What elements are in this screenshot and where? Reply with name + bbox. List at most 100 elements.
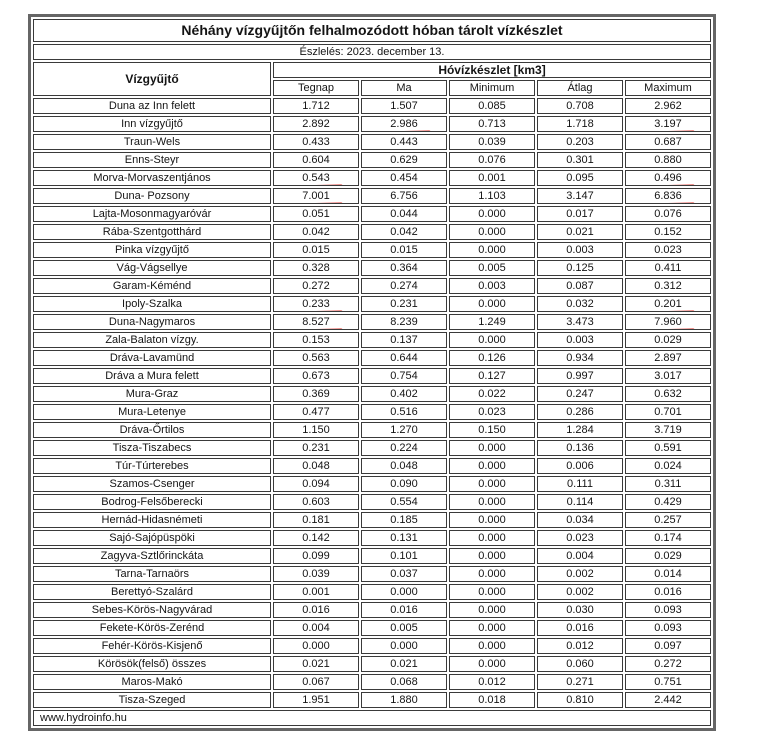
value-cell: 0.369 (273, 386, 359, 402)
value-cell: 0.810 (537, 692, 623, 708)
value-text: 0.751 (654, 676, 682, 688)
value-text: 0.000 (478, 478, 506, 490)
value-text: 0.644 (390, 352, 418, 364)
value-text: 0.000 (302, 640, 330, 652)
value-cell: 0.021 (361, 656, 447, 672)
red-underline-annotation (641, 130, 695, 131)
catchment-name-cell: Rába-Szentgotthárd (33, 224, 271, 240)
value-text: 1.718 (566, 118, 594, 130)
value-cell: 0.003 (537, 242, 623, 258)
table-row: Mura-Letenye 0.477 0.516 0.023 0.286 0.701 (33, 404, 711, 420)
value-text: 0.068 (390, 676, 418, 688)
value-cell: 0.000 (449, 476, 535, 492)
value-text: 0.000 (478, 640, 506, 652)
value-text: 0.016 (654, 586, 682, 598)
catchment-name-cell: Dráva-Lavamünd (33, 350, 271, 366)
value-cell: 0.247 (537, 386, 623, 402)
value-text: 0.543 (289, 172, 343, 185)
value-text: 0.203 (566, 136, 594, 148)
value-cell: 1.150 (273, 422, 359, 438)
catchment-name-cell: Tarna-Tarnaörs (33, 566, 271, 582)
value-text: 0.016 (390, 604, 418, 616)
value-text: 0.000 (478, 244, 506, 256)
table-row: Duna- Pozsony 7.001 6.756 1.103 3.147 6.836 (33, 188, 711, 204)
value-cell: 0.153 (273, 332, 359, 348)
value-cell: 0.364 (361, 260, 447, 276)
value-cell: 0.093 (625, 620, 711, 636)
value-cell: 8.239 (361, 314, 447, 330)
value-cell: 0.029 (625, 332, 711, 348)
value-cell: 0.000 (449, 332, 535, 348)
value-cell: 0.016 (361, 602, 447, 618)
value-cell: 0.224 (361, 440, 447, 456)
table-row: Zala-Balaton vízgy. 0.153 0.137 0.000 0.003 0… (33, 332, 711, 348)
value-cell: 0.136 (537, 440, 623, 456)
value-text: 0.097 (654, 640, 682, 652)
value-text: 0.076 (654, 208, 682, 220)
value-cell: 0.021 (273, 656, 359, 672)
value-text: 2.892 (302, 118, 330, 130)
value-cell: 6.756 (361, 188, 447, 204)
table-row: Zagyva-Sztlőrinckáta 0.099 0.101 0.000 0.004… (33, 548, 711, 564)
value-text: 0.312 (654, 280, 682, 292)
value-text: 0.142 (302, 532, 330, 544)
value-cell: 3.719 (625, 422, 711, 438)
table-row: Berettyó-Szalárd 0.001 0.000 0.000 0.002 0.01… (33, 584, 711, 600)
value-text: 0.997 (566, 370, 594, 382)
value-cell: 0.093 (625, 602, 711, 618)
value-text: 0.411 (654, 262, 682, 274)
value-cell: 0.629 (361, 152, 447, 168)
catchment-name-cell: Ipoly-Szalka (33, 296, 271, 312)
value-text: 0.111 (567, 478, 593, 490)
value-text: 3.017 (654, 370, 682, 382)
value-cell: 0.673 (273, 368, 359, 384)
value-text: 0.673 (302, 370, 330, 382)
value-text: 0.150 (478, 424, 506, 436)
value-text: 1.270 (390, 424, 418, 436)
value-text: 0.095 (566, 172, 594, 184)
catchment-name-cell: Sajó-Sajópüspöki (33, 530, 271, 546)
value-cell: 0.048 (273, 458, 359, 474)
value-cell: 0.997 (537, 368, 623, 384)
value-cell: 0.095 (537, 170, 623, 186)
value-cell: 0.201 (625, 296, 711, 312)
value-text: 0.001 (302, 586, 330, 598)
value-text: 0.286 (566, 406, 594, 418)
value-text: 0.429 (654, 496, 682, 508)
value-text: 0.003 (478, 280, 506, 292)
value-cell: 0.000 (361, 638, 447, 654)
red-underline-annotation (289, 184, 343, 185)
red-underline-annotation (641, 328, 695, 329)
value-cell: 0.015 (361, 242, 447, 258)
value-text: 0.629 (390, 154, 418, 166)
value-text: 0.369 (302, 388, 330, 400)
value-text: 0.000 (478, 496, 506, 508)
value-cell: 0.048 (361, 458, 447, 474)
value-cell: 0.005 (361, 620, 447, 636)
value-text: 0.000 (390, 586, 418, 598)
table-row: Fekete-Körös-Zerénd 0.004 0.005 0.000 0.016 0… (33, 620, 711, 636)
value-cell: 0.708 (537, 98, 623, 114)
red-underline-annotation (289, 202, 343, 203)
value-cell: 0.411 (625, 260, 711, 276)
value-cell: 0.477 (273, 404, 359, 420)
value-cell: 0.231 (361, 296, 447, 312)
catchment-name-cell: Enns-Steyr (33, 152, 271, 168)
report-sheet: Néhány vízgyűjtőn felhalmozódott hóban t… (28, 14, 716, 731)
value-cell: 0.563 (273, 350, 359, 366)
hydroinfo-link[interactable]: www.hydroinfo.hu (33, 710, 711, 726)
value-text: 0.152 (654, 226, 682, 238)
value-text: 0.004 (566, 550, 594, 562)
value-cell: 0.032 (537, 296, 623, 312)
value-text: 0.015 (390, 244, 418, 256)
value-cell: 0.271 (537, 674, 623, 690)
catchment-name-cell: Traun-Wels (33, 134, 271, 150)
catchment-name-cell: Tisza-Szeged (33, 692, 271, 708)
value-cell: 0.272 (625, 656, 711, 672)
value-text: 1.103 (478, 190, 506, 202)
table-row: Tisza-Tiszabecs 0.231 0.224 0.000 0.136 0.591 (33, 440, 711, 456)
value-text: 6.836 (641, 190, 695, 203)
value-cell: 0.101 (361, 548, 447, 564)
value-cell: 0.012 (449, 674, 535, 690)
column-header-ma: Ma (361, 80, 447, 96)
